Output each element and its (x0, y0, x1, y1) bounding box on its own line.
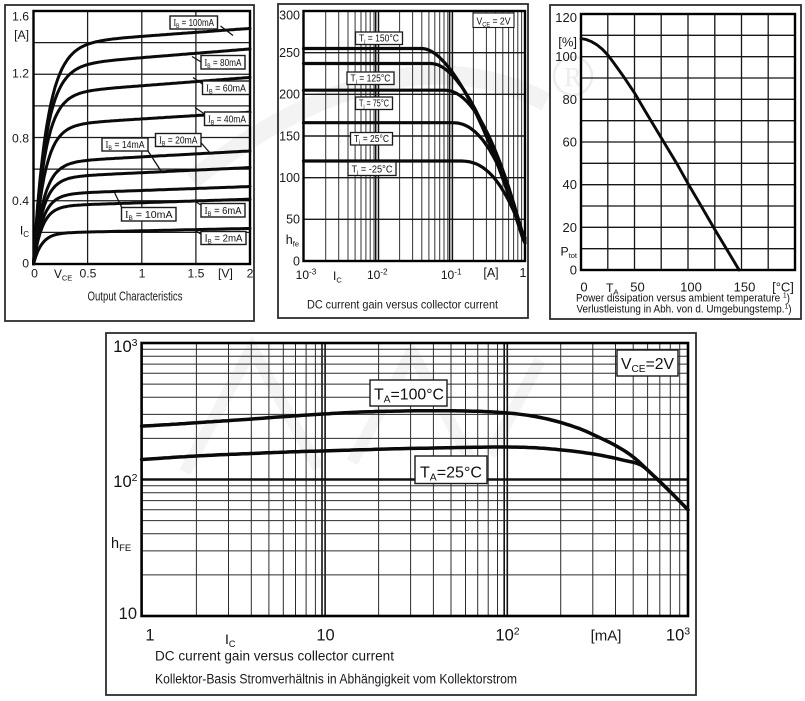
svg-text:103: 103 (666, 626, 690, 645)
svg-text:10-3: 10-3 (296, 268, 317, 283)
svg-text:10: 10 (316, 627, 334, 645)
svg-text:0.5: 0.5 (80, 266, 97, 280)
svg-text:103: 103 (113, 337, 137, 356)
svg-text:IC: IC (20, 224, 29, 240)
svg-text:2: 2 (247, 266, 254, 280)
svg-text:0: 0 (293, 254, 300, 268)
svg-text:0: 0 (22, 256, 29, 270)
svg-text:50: 50 (286, 213, 300, 227)
svg-text:[°C]: [°C] (772, 280, 794, 295)
svg-text:Tj = -25°C: Tj = -25°C (352, 165, 393, 177)
svg-text:[A]: [A] (483, 266, 498, 280)
svg-text:IB = 80mA: IB = 80mA (205, 58, 242, 70)
svg-text:VCE = 2V: VCE = 2V (477, 17, 511, 29)
svg-text:IB = 2mA: IB = 2mA (205, 233, 243, 245)
svg-text:DC current gain versus collect: DC current gain versus collector current (307, 298, 499, 312)
svg-text:hFE: hFE (111, 536, 131, 554)
svg-text:Tj = 150°C: Tj = 150°C (359, 34, 399, 46)
svg-text:0: 0 (580, 280, 587, 295)
svg-text:Output Characteristics: Output Characteristics (88, 289, 183, 303)
svg-text:Power dissipation versus ambie: Power dissipation versus ambient tempera… (576, 291, 790, 305)
svg-text:1.6: 1.6 (12, 9, 29, 23)
svg-text:1: 1 (145, 627, 154, 645)
svg-text:Tj = 125°C: Tj = 125°C (351, 74, 391, 86)
svg-text:10-2: 10-2 (367, 268, 388, 283)
svg-text:VCE=2V: VCE=2V (621, 356, 675, 375)
svg-text:80: 80 (563, 92, 577, 107)
svg-text:1: 1 (520, 266, 527, 280)
svg-text:IB = 60mA: IB = 60mA (206, 83, 246, 95)
svg-text:IB = 20mA: IB = 20mA (159, 135, 198, 147)
svg-text:300: 300 (279, 9, 300, 23)
svg-text:IB = 6mA: IB = 6mA (205, 206, 242, 218)
svg-text:20: 20 (563, 220, 577, 235)
svg-text:[V]: [V] (218, 266, 233, 280)
svg-text:hfe: hfe (286, 233, 299, 249)
svg-text:150: 150 (279, 129, 300, 143)
svg-text:10: 10 (119, 605, 137, 623)
svg-text:0.8: 0.8 (12, 131, 29, 145)
svg-text:IB = 14mA: IB = 14mA (106, 140, 145, 152)
svg-text:200: 200 (279, 88, 300, 102)
svg-text:60: 60 (563, 135, 577, 150)
svg-text:Ptot: Ptot (561, 245, 578, 261)
svg-text:DC current gain versus collect: DC current gain versus collector current (155, 649, 394, 665)
svg-text:150: 150 (734, 280, 756, 295)
svg-text:1.5: 1.5 (188, 266, 205, 280)
svg-text:100: 100 (680, 280, 702, 295)
svg-text:[%]: [%] (558, 35, 577, 50)
svg-text:50: 50 (630, 280, 644, 295)
svg-text:100: 100 (279, 171, 300, 185)
svg-text:R: R (564, 62, 582, 92)
svg-text:TA=100°C: TA=100°C (374, 387, 444, 406)
svg-text:1.2: 1.2 (12, 66, 29, 80)
svg-text:IB = 40mA: IB = 40mA (208, 114, 246, 126)
svg-text:0: 0 (31, 266, 38, 280)
svg-text:[mA]: [mA] (591, 628, 622, 645)
svg-text:40: 40 (563, 177, 577, 192)
svg-text:VCE: VCE (54, 267, 72, 283)
svg-text:TA=25°C: TA=25°C (420, 465, 482, 484)
svg-text:IB = 10mA: IB = 10mA (125, 210, 173, 222)
svg-text:[A]: [A] (14, 28, 29, 42)
svg-text:10-1: 10-1 (441, 268, 462, 283)
svg-text:0.4: 0.4 (12, 194, 29, 208)
svg-text:IB = 100mA: IB = 100mA (174, 18, 215, 30)
svg-text:102: 102 (495, 626, 519, 645)
svg-text:0: 0 (570, 263, 577, 278)
svg-text:100: 100 (555, 49, 577, 64)
svg-text:Verlustleistung in Abh. von d.: Verlustleistung in Abh. von d. Umgebungs… (577, 302, 792, 316)
svg-text:Tj = 75°C: Tj = 75°C (359, 99, 389, 111)
svg-text:Kollektor-Basis Stromverhältni: Kollektor-Basis Stromverhältnis in Abhän… (155, 672, 517, 688)
svg-text:IC: IC (333, 269, 342, 285)
svg-text:102: 102 (113, 472, 137, 491)
svg-text:1: 1 (139, 266, 146, 280)
svg-text:120: 120 (555, 10, 577, 25)
svg-text:Tj = 25°C: Tj = 25°C (354, 134, 389, 146)
svg-text:250: 250 (279, 46, 300, 60)
svg-text:IC: IC (225, 631, 236, 649)
